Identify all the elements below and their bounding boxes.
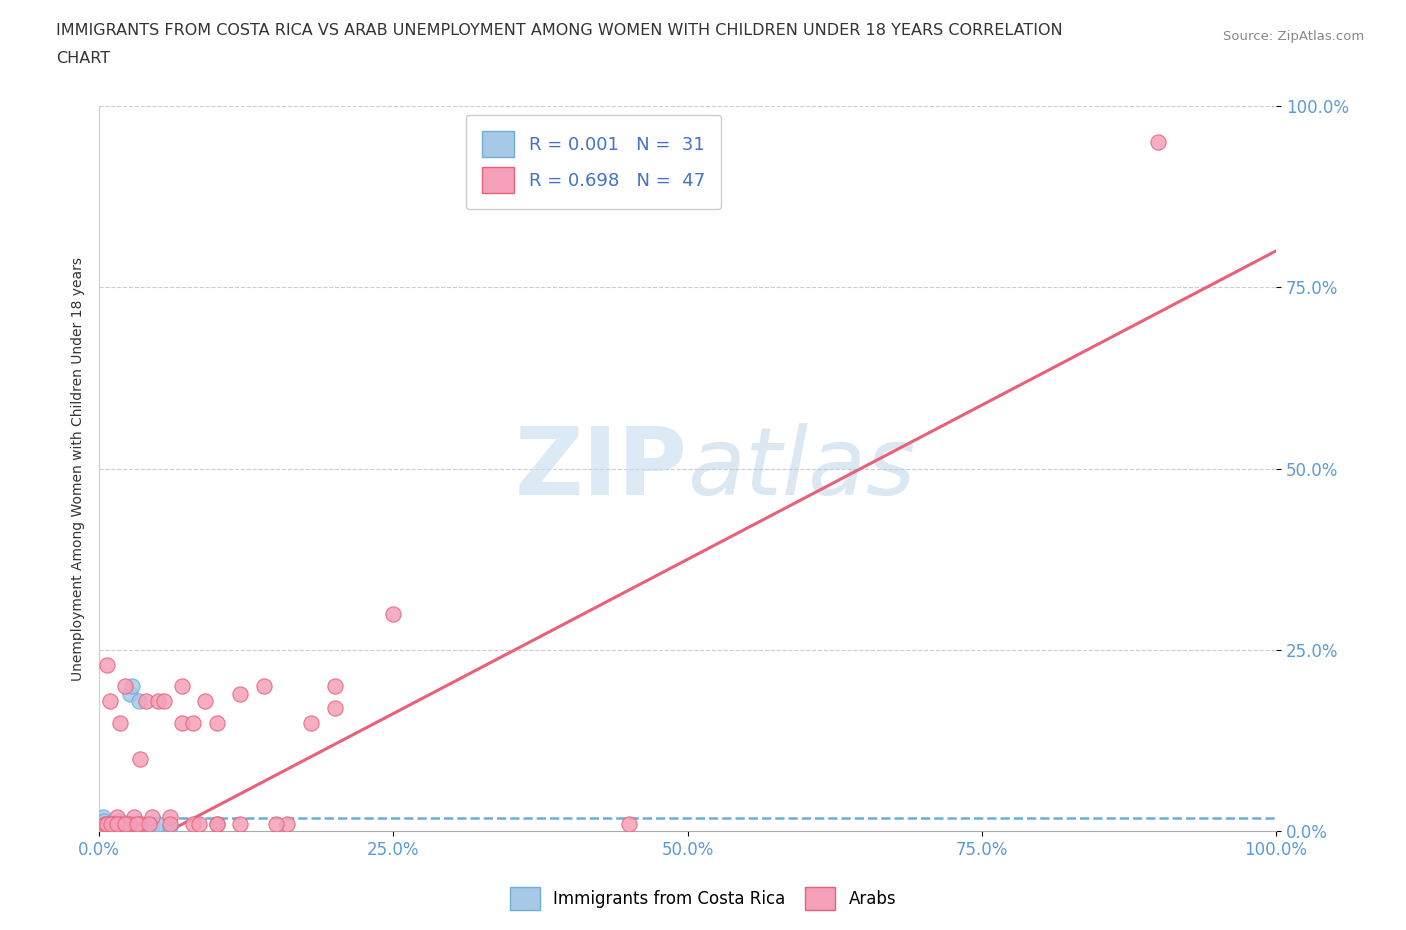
Point <box>181 817 204 831</box>
Point <box>159 809 181 824</box>
Point <box>188 817 211 831</box>
Point <box>146 694 169 709</box>
Point <box>205 817 228 831</box>
Point <box>181 715 204 730</box>
Point <box>114 817 136 831</box>
Point <box>96 658 118 672</box>
Point <box>110 817 132 831</box>
Point <box>94 817 117 831</box>
Point <box>617 817 640 831</box>
Point <box>125 818 148 833</box>
Point <box>105 817 128 831</box>
Point <box>128 694 150 709</box>
Point <box>98 818 121 833</box>
Point <box>98 694 121 709</box>
Point <box>96 818 118 833</box>
Point <box>323 700 346 715</box>
Point <box>91 809 114 824</box>
Point <box>135 694 157 709</box>
Point <box>170 679 193 694</box>
Point <box>205 817 228 831</box>
Point <box>138 817 160 831</box>
Point <box>103 817 125 831</box>
Point <box>121 679 143 694</box>
Point <box>159 818 181 833</box>
Point <box>194 694 217 709</box>
Point <box>146 817 169 831</box>
Point <box>1147 135 1170 150</box>
Point <box>97 816 120 830</box>
Point <box>159 817 181 831</box>
Point <box>131 817 153 831</box>
Point <box>100 817 122 831</box>
Point <box>100 817 122 831</box>
Point <box>264 817 287 831</box>
Text: CHART: CHART <box>56 51 110 66</box>
Point <box>299 715 322 730</box>
Point <box>382 606 405 621</box>
Legend: Immigrants from Costa Rica, Arabs: Immigrants from Costa Rica, Arabs <box>503 880 903 917</box>
Point <box>276 817 298 831</box>
Point <box>107 818 129 833</box>
Point <box>132 818 155 833</box>
Point <box>124 809 146 824</box>
Point <box>101 818 124 833</box>
Point <box>205 715 228 730</box>
Point <box>253 679 276 694</box>
Point <box>323 679 346 694</box>
Point <box>229 817 252 831</box>
Point <box>96 817 118 831</box>
Point <box>108 813 131 828</box>
Point <box>135 817 157 831</box>
Point <box>118 686 141 701</box>
Point <box>153 694 176 709</box>
Point <box>141 809 163 824</box>
Point <box>170 715 193 730</box>
Text: IMMIGRANTS FROM COSTA RICA VS ARAB UNEMPLOYMENT AMONG WOMEN WITH CHILDREN UNDER : IMMIGRANTS FROM COSTA RICA VS ARAB UNEMP… <box>56 23 1063 38</box>
Text: atlas: atlas <box>688 423 915 514</box>
Point <box>124 817 146 831</box>
Point <box>129 817 152 831</box>
Point <box>105 817 128 831</box>
Point <box>229 686 252 701</box>
Point <box>141 818 163 833</box>
Point <box>111 817 134 831</box>
Point <box>117 817 139 831</box>
Point <box>117 818 139 833</box>
Point <box>129 751 152 766</box>
Point <box>91 818 114 833</box>
Point <box>93 813 115 828</box>
Point <box>105 809 128 824</box>
Point <box>110 818 132 833</box>
Point <box>110 715 132 730</box>
Point <box>114 679 136 694</box>
Point <box>125 817 148 831</box>
Point <box>96 817 118 831</box>
Point <box>110 817 132 831</box>
Text: ZIP: ZIP <box>515 422 688 514</box>
Point <box>103 818 125 833</box>
Text: Source: ZipAtlas.com: Source: ZipAtlas.com <box>1223 30 1364 43</box>
Legend: R = 0.001   N =  31, R = 0.698   N =  47: R = 0.001 N = 31, R = 0.698 N = 47 <box>465 114 721 209</box>
Point <box>103 817 125 831</box>
Point <box>94 817 117 831</box>
Y-axis label: Unemployment Among Women with Children Under 18 years: Unemployment Among Women with Children U… <box>72 257 86 681</box>
Point <box>117 817 139 831</box>
Point <box>104 819 127 834</box>
Point <box>103 817 125 831</box>
Point <box>114 816 136 830</box>
